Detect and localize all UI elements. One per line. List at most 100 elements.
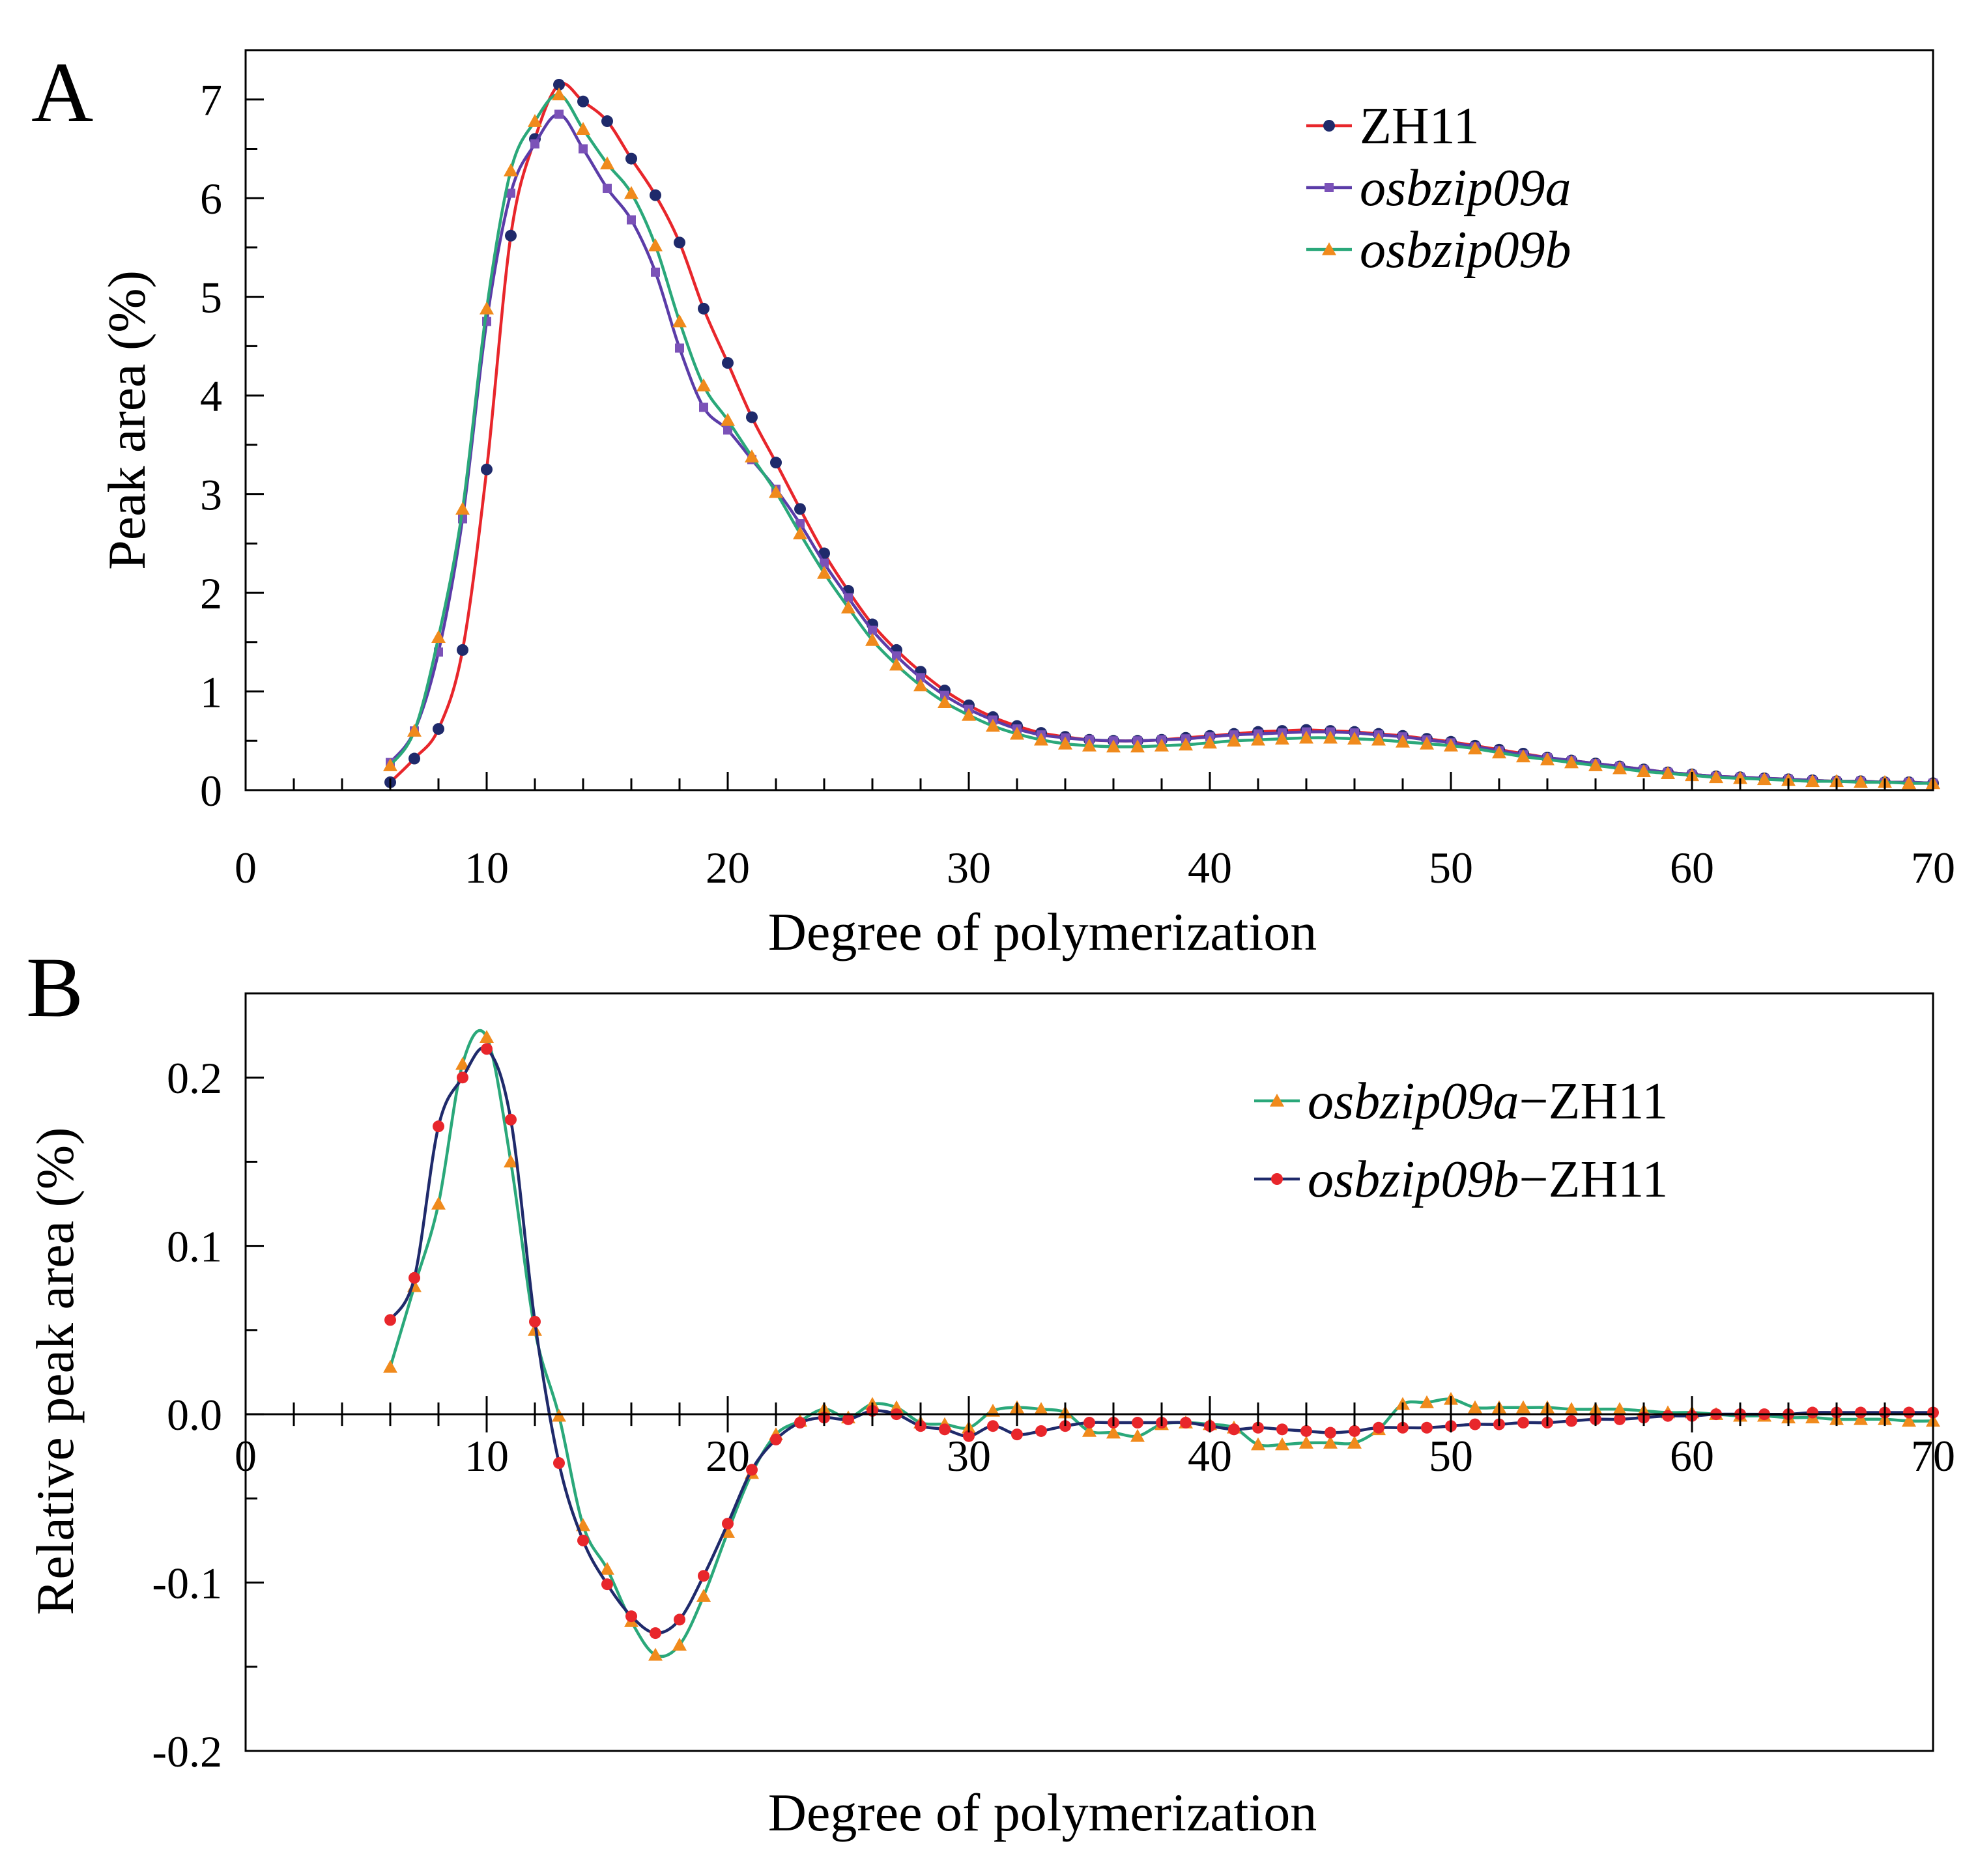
data-point-osbzip09a: [600, 1561, 614, 1575]
x-tick-label: 70: [1911, 1431, 1955, 1481]
data-point-osbzip09b: [1469, 1418, 1481, 1430]
data-point-osbzip09a: [1612, 1402, 1627, 1415]
panel-a-y-axis-title: Peak area (%): [97, 270, 156, 570]
panel-b: B 0 10 20 30 40 50 60 70 0.2 0.1 0.0 -0.1 -0.2 Degre…: [25, 939, 1955, 1842]
data-point-osbzip09a: [651, 267, 660, 277]
data-point-osbzip09b: [1854, 775, 1868, 788]
data-point-osbzip09a: [627, 215, 636, 225]
data-point-ZH11: [722, 357, 734, 369]
x-tick-label: 30: [947, 1431, 991, 1481]
data-point-osbzip09b: [1564, 755, 1579, 769]
data-point-osbzip09b: [1397, 1421, 1409, 1434]
panel-a: A 0 10 20 30 40 50 60 70 0 1 2 3 4 5 6 7 Degree of poly…: [31, 44, 1955, 961]
y-tick-label: 2: [200, 569, 222, 618]
data-point-ZH11: [601, 115, 613, 128]
data-point-osbzip09b: [1662, 1410, 1674, 1422]
data-point-osbzip09b: [1325, 1427, 1336, 1439]
data-point-osbzip09b: [794, 1417, 806, 1429]
series-line-osbzip09a: [388, 1029, 1934, 1658]
data-point-ZH11: [770, 457, 782, 469]
series-line-ZH11: [389, 81, 1934, 785]
data-point-osbzip09a: [648, 1647, 663, 1661]
data-point-osbzip09b: [1444, 738, 1458, 752]
panel-b-x-axis-title: Degree of polymerization: [768, 1783, 1317, 1842]
data-point-osbzip09a: [530, 139, 539, 149]
y-tick-label: 3: [200, 470, 222, 520]
data-point-osbzip09b: [1154, 738, 1169, 752]
data-point-osbzip09b: [480, 301, 494, 315]
data-point-osbzip09b: [1011, 1428, 1023, 1441]
data-point-osbzip09a: [504, 1154, 518, 1168]
y-tick-label: 6: [200, 174, 222, 223]
legend-label-osbzip09a: osbzip09a−ZH11: [1308, 1073, 1668, 1130]
data-point-osbzip09b: [552, 87, 566, 100]
data-point-osbzip09b: [1588, 758, 1603, 771]
data-point-osbzip09a: [554, 109, 564, 119]
data-point-osbzip09b: [1637, 764, 1651, 778]
legend-label-osbzip09a: osbzip09a: [1360, 160, 1571, 217]
data-point-osbzip09b: [696, 378, 711, 391]
y-tick-label: -0.1: [152, 1559, 222, 1608]
data-point-ZH11: [457, 644, 468, 656]
data-point-osbzip09a: [383, 1359, 397, 1373]
data-point-osbzip09b: [1709, 770, 1723, 784]
data-point-osbzip09b: [1276, 1423, 1288, 1436]
data-point-osbzip09b: [1516, 749, 1530, 763]
data-point-osbzip09b: [1180, 1417, 1192, 1429]
data-point-ZH11: [553, 79, 565, 91]
data-point-osbzip09a: [1082, 1423, 1096, 1437]
data-point-osbzip09b: [553, 1457, 565, 1470]
data-point-osbzip09b: [1203, 735, 1217, 749]
data-point-osbzip09a: [1323, 1436, 1338, 1449]
data-point-ZH11: [481, 463, 493, 476]
panel-b-frame: [244, 992, 1934, 1752]
data-point-osbzip09a: [1420, 1395, 1434, 1408]
data-point-osbzip09b: [577, 1534, 589, 1546]
data-point-osbzip09b: [505, 1113, 517, 1126]
data-point-osbzip09b: [1106, 739, 1121, 753]
data-point-osbzip09a: [1275, 1437, 1289, 1451]
data-point-osbzip09b: [433, 1120, 444, 1133]
data-point-osbzip09b: [1903, 1406, 1915, 1419]
data-point-osbzip09b: [601, 1578, 613, 1591]
data-point-osbzip09b: [962, 707, 976, 721]
data-point-ZH11: [505, 229, 517, 242]
y-tick-label: 0.2: [167, 1053, 222, 1103]
panel-b-legend: osbzip09a−ZH11 osbzip09b−ZH11: [1254, 1073, 1668, 1208]
data-point-osbzip09a: [506, 188, 515, 198]
data-point-osbzip09a: [455, 1057, 470, 1070]
data-point-ZH11: [433, 723, 444, 735]
data-point-osbzip09b: [672, 314, 687, 328]
panel-a-frame: [244, 49, 1934, 791]
data-point-osbzip09b: [624, 186, 638, 199]
x-tick-label: 40: [1188, 843, 1232, 892]
data-point-osbzip09b: [939, 1423, 951, 1436]
data-point-osbzip09b: [1349, 1425, 1360, 1437]
data-point-osbzip09b: [408, 1272, 420, 1284]
data-point-osbzip09b: [528, 114, 542, 127]
series-line-osbzip09a: [389, 113, 1934, 785]
x-tick-label: 20: [706, 843, 750, 892]
data-point-osbzip09b: [915, 1420, 926, 1432]
data-point-osbzip09b: [1421, 1421, 1433, 1434]
data-point-osbzip09b: [913, 678, 928, 692]
data-point-osbzip09b: [1517, 1417, 1529, 1429]
data-point-osbzip09a: [699, 403, 708, 412]
data-point-osbzip09b: [769, 485, 783, 498]
data-point-osbzip09b: [817, 565, 831, 579]
data-point-osbzip09b: [770, 1433, 782, 1445]
data-point-ZH11: [577, 95, 589, 107]
data-point-osbzip09a: [1130, 1428, 1145, 1442]
data-point-osbzip09b: [431, 630, 446, 644]
data-point-ZH11: [698, 302, 710, 315]
series-line-osbzip09b: [389, 1046, 1933, 1635]
y-tick-label: 0.1: [167, 1222, 222, 1272]
data-point-osbzip09b: [745, 449, 759, 462]
data-point-osbzip09b: [1034, 732, 1048, 746]
data-point-osbzip09a: [1251, 1437, 1265, 1451]
y-tick-label: 1: [200, 668, 222, 717]
data-point-osbzip09b: [1035, 1425, 1047, 1437]
data-point-ZH11: [746, 411, 758, 423]
